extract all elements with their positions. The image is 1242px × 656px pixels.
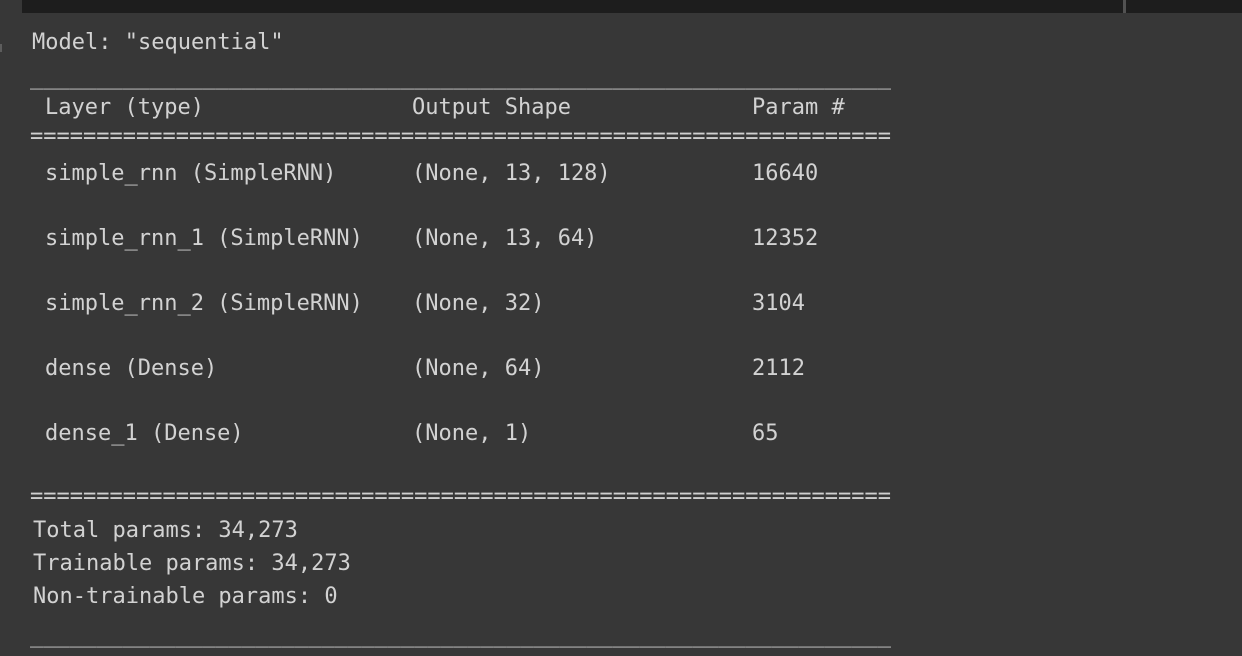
model-summary-output: Model: "sequential" ____________________… bbox=[30, 0, 990, 656]
table-row: simple_rnn_1 (SimpleRNN) (None, 13, 64) … bbox=[30, 226, 818, 252]
cell-output-shape: (None, 13, 128) bbox=[412, 161, 611, 186]
cell-layer-name: simple_rnn (SimpleRNN) bbox=[45, 161, 337, 186]
cell-output-shape: (None, 32) bbox=[412, 291, 545, 316]
top-bar-left-notch bbox=[0, 0, 22, 13]
cell-output-shape: (None, 13, 64) bbox=[412, 226, 598, 251]
cell-param-count: 65 bbox=[752, 421, 779, 446]
table-row: dense (Dense) (None, 64) 2112 bbox=[30, 356, 805, 382]
non-trainable-params-line: Non-trainable params: 0 bbox=[33, 584, 338, 609]
trainable-params-line: Trainable params: 34,273 bbox=[33, 551, 351, 576]
total-params-line: Total params: 34,273 bbox=[33, 518, 298, 543]
cell-param-count: 3104 bbox=[752, 291, 805, 316]
separator-line-bottom: ________________________________________… bbox=[30, 623, 891, 648]
cell-layer-name: simple_rnn_2 (SimpleRNN) bbox=[45, 291, 363, 316]
table-row: simple_rnn (SimpleRNN) (None, 13, 128) 1… bbox=[30, 161, 818, 187]
window-top-bar bbox=[0, 0, 1242, 13]
header-param-count: Param # bbox=[752, 95, 845, 120]
cell-layer-name: dense_1 (Dense) bbox=[45, 421, 244, 446]
top-bar-divider bbox=[1123, 0, 1126, 13]
header-output-shape: Output Shape bbox=[412, 95, 571, 120]
header-layer-type: Layer (type) bbox=[45, 95, 204, 120]
cell-layer-name: dense (Dense) bbox=[45, 356, 218, 381]
cell-layer-name: simple_rnn_1 (SimpleRNN) bbox=[45, 226, 363, 251]
separator-line-double-top: ========================================… bbox=[30, 124, 891, 149]
left-edge-artifact bbox=[0, 44, 2, 52]
separator-line-double-bottom: ========================================… bbox=[30, 484, 891, 509]
cell-param-count: 16640 bbox=[752, 161, 819, 186]
cell-output-shape: (None, 64) bbox=[412, 356, 545, 381]
cell-output-shape: (None, 1) bbox=[412, 421, 532, 446]
table-row: dense_1 (Dense) (None, 1) 65 bbox=[30, 421, 779, 447]
model-name-line: Model: "sequential" bbox=[32, 30, 284, 55]
separator-line-top: ________________________________________… bbox=[30, 65, 891, 90]
table-row: simple_rnn_2 (SimpleRNN) (None, 32) 3104 bbox=[30, 291, 805, 317]
cell-param-count: 2112 bbox=[752, 356, 805, 381]
table-header-row: Layer (type) Output Shape Param # bbox=[30, 95, 845, 121]
cell-param-count: 12352 bbox=[752, 226, 819, 251]
